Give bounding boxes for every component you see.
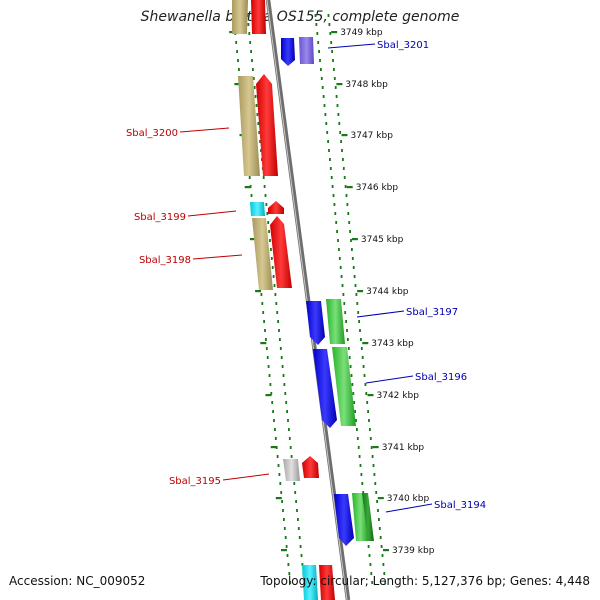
gene-sbal-3202-olive [232,0,248,34]
ruler-labels: 3749 kbp 3748 kbp 3747 kbp 3746 kbp 3745 kbp… [340,28,434,556]
gene-sbal-3198-olive [252,218,273,290]
gene-sbal-3197-green [326,299,345,344]
gene-bottom-red [319,565,335,600]
map-title: Shewanella baltica OS155, complete genom… [140,9,460,25]
genome-backbone [265,0,351,600]
gene-sbal-3195-red [302,456,319,478]
gene-label: Sbal_3197 [406,307,458,318]
gene-label: Sbal_3199 [134,212,186,223]
gene-leader-line [192,254,243,260]
gene-sbal-3194-blue [334,494,354,546]
gene-label: Sbal_3200 [126,128,178,139]
gene-sbal-3202-red [251,0,266,34]
gene-sbal-3197-blue [306,301,325,345]
gene-sbal-3199-red [268,201,284,214]
accession-label: Accession: NC_009052 [9,574,146,588]
ruler-label: 3746 kbp [356,183,399,193]
gene-sbal-3200-red [256,74,278,176]
ruler-label: 3747 kbp [351,131,394,141]
ruler-label: 3741 kbp [382,443,425,453]
gene-sbal-3200-olive [238,76,260,176]
gene-sbal-3196-blue [313,349,337,428]
gene-leader-line [327,43,376,49]
gene-leader-line [222,473,270,481]
ruler-label: 3748 kbp [345,80,388,90]
ruler-label: 3742 kbp [377,391,420,401]
ruler-label: 3740 kbp [387,494,430,504]
gene-leader-line [179,127,230,133]
ruler-label: 3743 kbp [371,339,414,349]
gene-label: Sbal_3195 [169,476,221,487]
gene-sbal-3199-cyan [250,202,265,216]
gene-leader-line [365,375,414,384]
ruler-label: 3745 kbp [361,235,404,245]
gene-sbal-3198-red [270,216,292,288]
gene-features [232,0,374,600]
genome-summary: Topology: circular; Length: 5,127,376 bp… [260,574,590,588]
gene-sbal-3201-purple [299,37,314,64]
gene-bottom-cyan [302,565,318,600]
gene-sbal-3196-green [332,347,356,426]
gene-labels: Sbal_3201 Sbal_3200 Sbal_3199 Sbal_3198 Sbal… [126,40,486,513]
gene-sbal-3201-blue [281,38,295,66]
gene-label: Sbal_3196 [415,372,467,383]
gene-label: Sbal_3194 [434,500,486,511]
ruler-label: 3739 kbp [392,546,435,556]
gene-sbal-3195-gray [283,459,300,481]
gene-leader-line [356,310,405,318]
gene-leader-line [187,210,237,217]
gene-leader-line [385,503,433,513]
ruler-label: 3744 kbp [366,287,409,297]
ruler-label: 3749 kbp [340,28,383,38]
gene-sbal-3194-darkgreen [362,493,374,541]
gene-label: Sbal_3198 [139,255,191,266]
gene-label: Sbal_3201 [377,40,429,51]
